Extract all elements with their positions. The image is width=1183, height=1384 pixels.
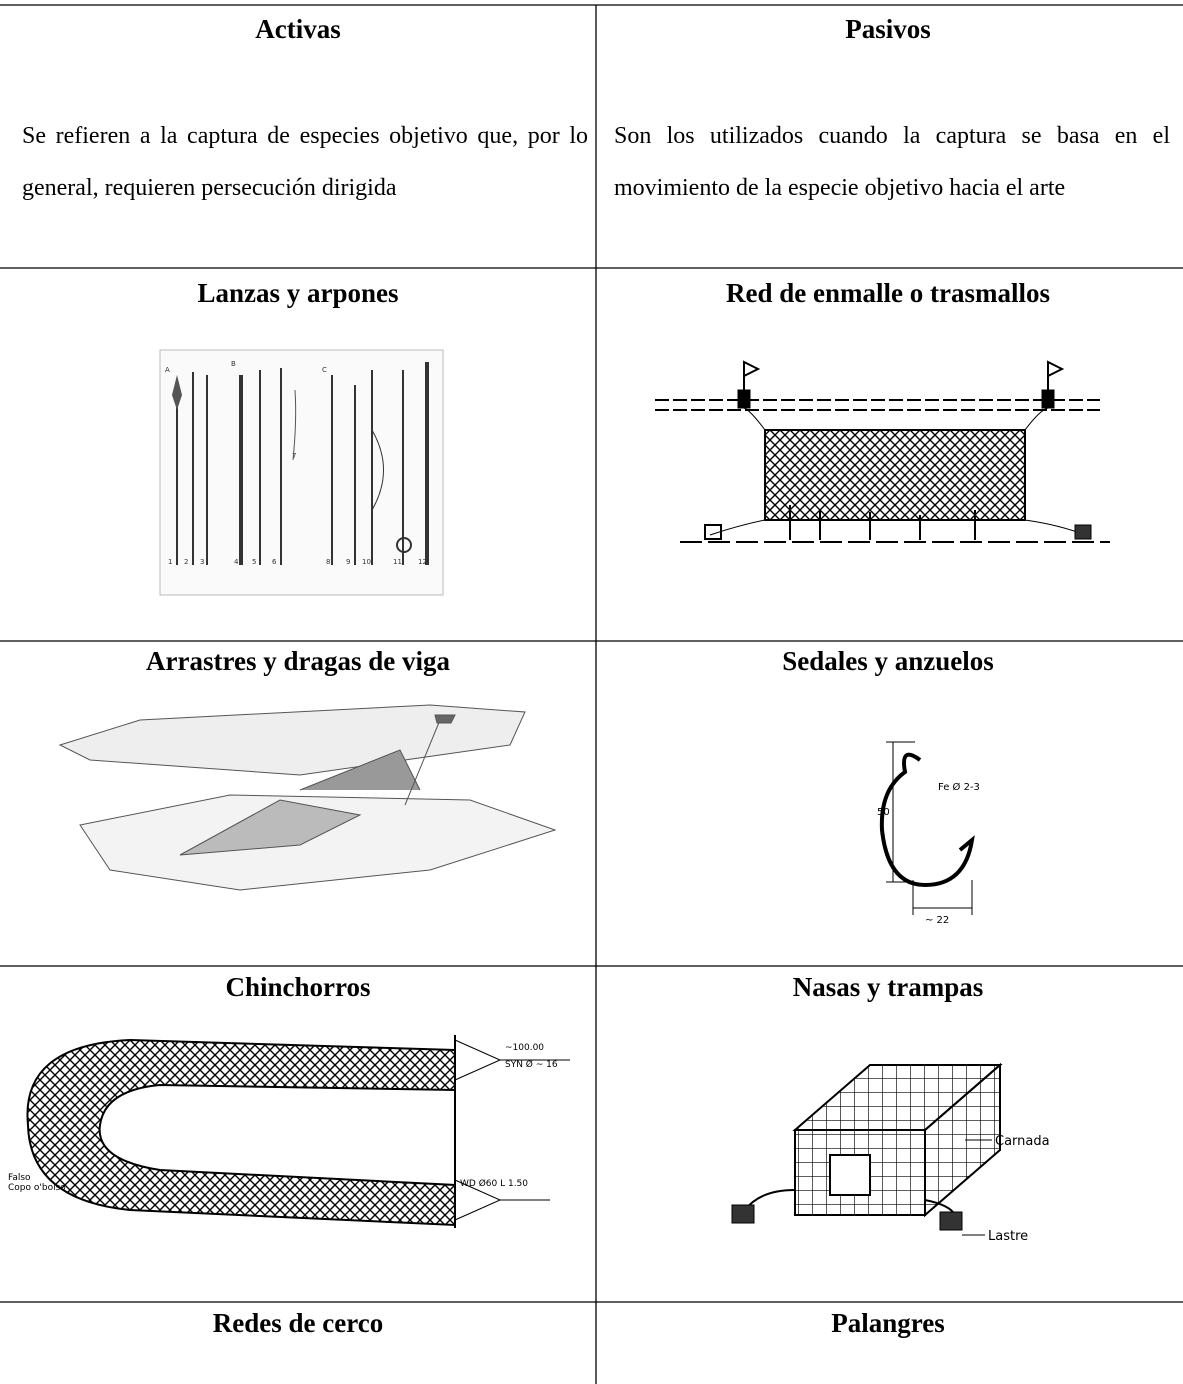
trap-figure: Carnada Lastre (731, 1062, 1050, 1244)
figure-label: B (231, 360, 236, 368)
spears-figure: A B C 1 2 3 4 5 6 7 8 9 10 11 12 (159, 349, 444, 596)
figure-label: C (322, 366, 327, 374)
figure-label: Carnada (995, 1134, 1050, 1149)
trawl-figure (58, 704, 557, 891)
figure-label: WD Ø60 L 1.50 (460, 1178, 528, 1189)
figure-label: Lastre (988, 1229, 1028, 1244)
figure-label: 5 (252, 558, 256, 566)
figure-label: Copo o'bolso (8, 1183, 66, 1193)
cell-title: Arrastres y dragas de viga (146, 646, 450, 676)
figure-label: 11 (393, 558, 402, 566)
figure-label: 1 (168, 558, 172, 566)
figure-label: 2 (184, 558, 188, 566)
figure-label: 8 (326, 558, 330, 566)
hook-figure: Fe Ø 2-3 50 ~ 22 (877, 741, 980, 926)
figure-label: 50 (877, 807, 890, 818)
column-title: Pasivos (845, 14, 931, 44)
cell-title: Palangres (831, 1308, 945, 1338)
figure-label: ~100.00 (505, 1043, 544, 1053)
figure-label: ~ 22 (925, 915, 949, 926)
figure-label: 10 (362, 558, 371, 566)
figure-label: SYN Ø ~ 16 (505, 1059, 558, 1070)
cell-title: Chinchorros (225, 972, 371, 1002)
figure-label: 12 (418, 558, 427, 566)
figure-label: Fe Ø 2-3 (938, 781, 980, 793)
paragraph: Se refieren a la captura de especies obj… (22, 123, 588, 201)
figure-label: 9 (346, 558, 350, 566)
figure-label: 3 (200, 558, 204, 566)
figure-label: 6 (272, 558, 277, 566)
cell-title: Lanzas y arpones (197, 278, 399, 308)
cell-title: Nasas y trampas (792, 972, 984, 1002)
seine-figure: ~100.00 SYN Ø ~ 16 WD Ø60 L 1.50 Falso C… (8, 1035, 570, 1228)
cell-title: Sedales y anzuelos (782, 646, 994, 676)
cell-title: Red de enmalle o trasmallos (726, 278, 1050, 308)
figure-label: A (165, 366, 170, 374)
cell-title: Redes de cerco (212, 1308, 384, 1338)
column-title: Activas (255, 14, 341, 44)
figure-label: 4 (234, 558, 239, 566)
figure-label: Falso (8, 1173, 31, 1183)
paragraph: Son los utilizados cuando la captura se … (614, 123, 1170, 201)
figure-label: 7 (292, 452, 296, 460)
gillnet-figure (655, 360, 1110, 543)
